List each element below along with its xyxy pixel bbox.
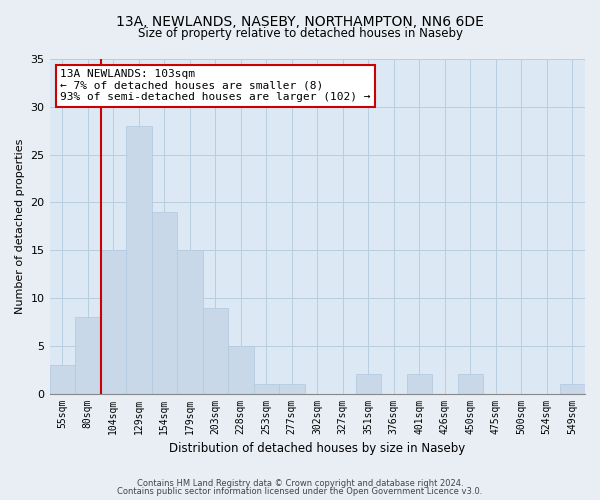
Bar: [356, 374, 381, 394]
Text: Size of property relative to detached houses in Naseby: Size of property relative to detached ho…: [137, 28, 463, 40]
Bar: [203, 308, 228, 394]
Text: 13A NEWLANDS: 103sqm
← 7% of detached houses are smaller (8)
93% of semi-detache: 13A NEWLANDS: 103sqm ← 7% of detached ho…: [60, 69, 371, 102]
Bar: [228, 346, 254, 394]
Bar: [279, 384, 305, 394]
Bar: [407, 374, 432, 394]
Text: Contains HM Land Registry data © Crown copyright and database right 2024.: Contains HM Land Registry data © Crown c…: [137, 478, 463, 488]
Text: 13A, NEWLANDS, NASEBY, NORTHAMPTON, NN6 6DE: 13A, NEWLANDS, NASEBY, NORTHAMPTON, NN6 …: [116, 15, 484, 29]
Bar: [50, 365, 75, 394]
Bar: [458, 374, 483, 394]
Bar: [177, 250, 203, 394]
Bar: [126, 126, 152, 394]
Bar: [254, 384, 279, 394]
Text: Contains public sector information licensed under the Open Government Licence v3: Contains public sector information licen…: [118, 487, 482, 496]
Y-axis label: Number of detached properties: Number of detached properties: [15, 138, 25, 314]
Bar: [560, 384, 585, 394]
Bar: [152, 212, 177, 394]
Bar: [101, 250, 126, 394]
Bar: [75, 317, 101, 394]
X-axis label: Distribution of detached houses by size in Naseby: Distribution of detached houses by size …: [169, 442, 466, 455]
